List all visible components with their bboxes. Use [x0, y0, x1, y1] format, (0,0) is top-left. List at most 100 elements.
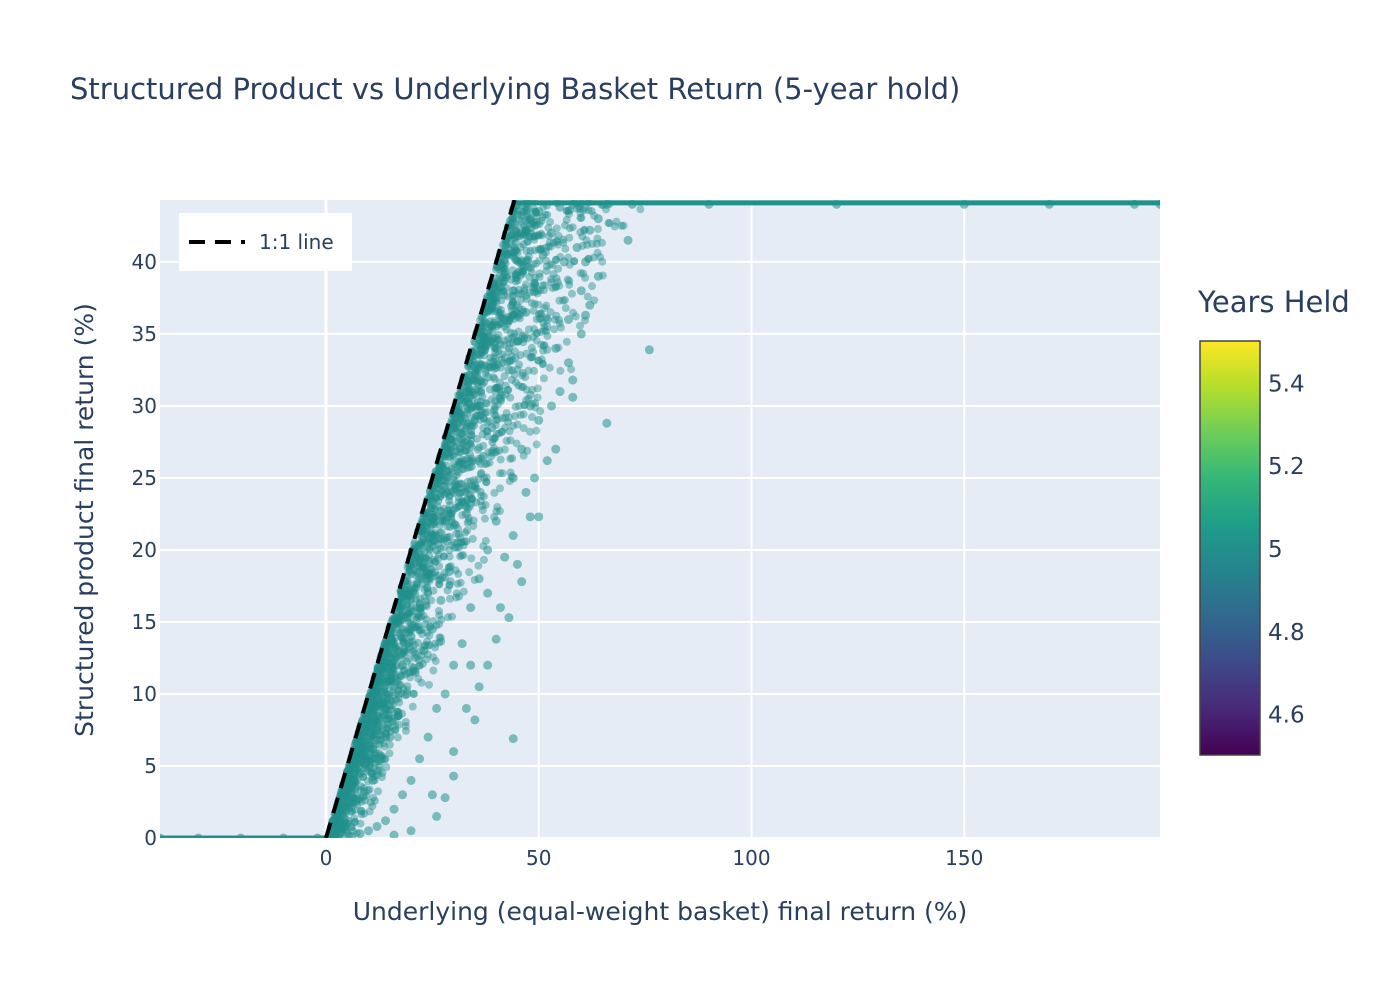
scatter-point [366, 704, 375, 713]
scatter-point [531, 287, 540, 296]
scatter-point [393, 625, 402, 634]
scatter-point [493, 415, 502, 424]
scatter-point [413, 653, 422, 662]
scatter-point [378, 697, 387, 706]
scatter-point [389, 642, 398, 651]
scatter-point [499, 264, 508, 273]
scatter-point [515, 314, 524, 323]
legend[interactable]: 1:1 line [179, 213, 352, 271]
scatter-point [464, 377, 473, 386]
scatter-point [551, 444, 561, 454]
scatter-point [579, 206, 588, 215]
scatter-point [390, 674, 399, 683]
scatter-point [521, 373, 530, 382]
scatter-point [410, 623, 419, 632]
scatter-point [468, 395, 477, 404]
scatter-point [583, 292, 592, 301]
scatter-point [452, 418, 461, 427]
scatter-point [474, 411, 483, 420]
scatter-point [350, 754, 359, 763]
scatter-point [516, 228, 525, 237]
scatter-point [465, 399, 474, 408]
scatter-point [500, 372, 509, 381]
scatter-point [430, 504, 439, 513]
scatter-point [462, 484, 471, 493]
scatter-point [487, 448, 496, 457]
scatter-point [508, 230, 517, 239]
scatter-point [514, 267, 523, 276]
scatter-point [459, 551, 468, 560]
scatter-point [388, 636, 397, 645]
scatter-point [377, 697, 386, 706]
scatter-point [544, 242, 553, 251]
scatter-point [379, 663, 388, 672]
scatter-point [445, 532, 454, 541]
scatter-point [508, 252, 517, 261]
scatter-point [527, 352, 536, 361]
scatter-point [486, 292, 495, 301]
scatter-point [533, 289, 542, 298]
scatter-point [390, 615, 399, 624]
scatter-point [636, 205, 645, 214]
scatter-point [409, 646, 418, 655]
scatter-point [364, 826, 374, 836]
scatter-point [366, 703, 375, 712]
scatter-point [466, 660, 476, 670]
scatter-point [472, 368, 481, 377]
scatter-point [430, 485, 439, 494]
scatter-point [383, 695, 392, 704]
scatter-point [415, 549, 424, 558]
scatter-point [546, 260, 555, 269]
scatter-point [500, 277, 509, 286]
scatter-point [476, 487, 485, 496]
scatter-point [496, 484, 505, 493]
scatter-point [461, 424, 470, 433]
scatter-point [382, 723, 391, 732]
scatter-point [492, 383, 501, 392]
scatter-point [415, 554, 424, 563]
scatter-point [345, 767, 354, 776]
scatter-point [394, 618, 403, 627]
scatter-point [482, 319, 491, 328]
scatter-point [434, 606, 443, 615]
scatter-point [369, 697, 378, 706]
scatter-point [429, 495, 438, 504]
scatter-point [526, 427, 535, 436]
scatter-point [490, 404, 499, 413]
scatter-point [456, 418, 465, 427]
scatter-point [351, 750, 360, 759]
scatter-point [388, 658, 397, 667]
scatter-point [514, 210, 523, 219]
scatter-point [404, 609, 413, 618]
scatter-point [339, 803, 348, 812]
scatter-point [490, 364, 499, 373]
scatter-point [449, 420, 458, 429]
scatter-point [432, 811, 442, 821]
scatter-point [377, 665, 386, 674]
scatter-point [452, 481, 461, 490]
scatter-point [376, 735, 385, 744]
scatter-point [486, 338, 495, 347]
scatter-point [527, 413, 536, 422]
scatter-point [524, 325, 533, 334]
scatter-point [495, 271, 504, 280]
scatter-point [470, 715, 480, 725]
scatter-point [444, 473, 453, 482]
scatter-point [466, 603, 476, 613]
scatter-point [409, 607, 418, 616]
scatter-point [394, 690, 403, 699]
scatter-point [423, 532, 432, 541]
scatter-point [410, 566, 419, 575]
scatter-point [378, 677, 387, 686]
scatter-point [526, 390, 535, 399]
scatter-point [350, 805, 359, 814]
scatter-point [521, 487, 531, 497]
scatter-point [416, 575, 425, 584]
scatter-point [530, 200, 539, 206]
scatter-point [567, 289, 576, 298]
scatter-point [440, 477, 449, 486]
scatter-point [482, 478, 491, 487]
scatter-point [529, 348, 538, 357]
scatter-point [436, 506, 445, 515]
scatter-point [366, 731, 375, 740]
